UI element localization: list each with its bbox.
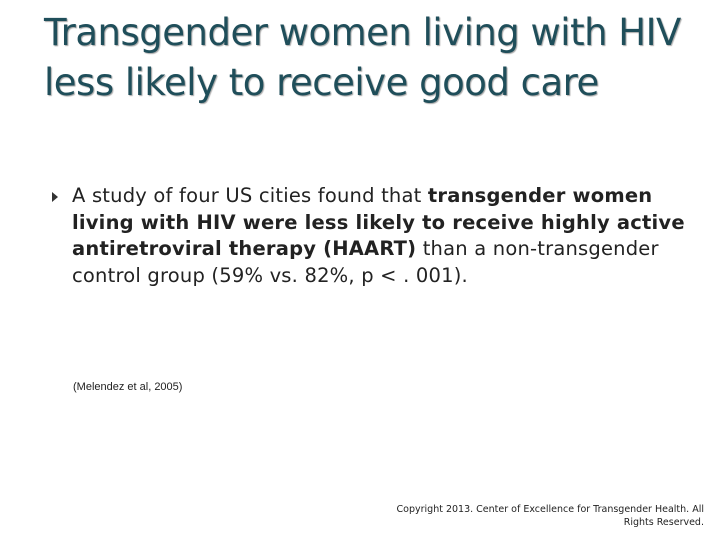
slide-title: Transgender women living with HIV less l…	[44, 11, 681, 104]
citation: (Melendez et al, 2005)	[73, 381, 183, 393]
slide-body: A study of four US cities found that tra…	[46, 183, 686, 289]
triangle-right-icon	[52, 192, 58, 202]
bullet-item: A study of four US cities found that tra…	[46, 183, 686, 289]
copyright-notice: Copyright 2013. Center of Excellence for…	[396, 504, 704, 528]
bullet-text-conclusion: than a non-transgender control group (59…	[72, 237, 659, 287]
bullet-text: A study of four US cities found that tra…	[72, 183, 686, 289]
bullet-text-emphasis: transgender women living with HIV were l…	[72, 184, 685, 260]
bullet-text-intro: A study of four US cities found that	[72, 184, 428, 207]
